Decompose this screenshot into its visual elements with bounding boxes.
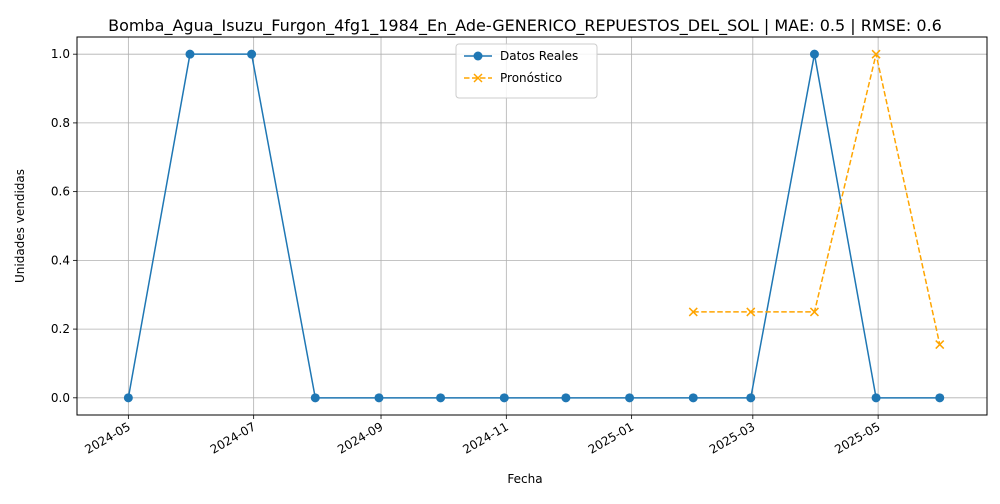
y-tick-label: 0.2 — [51, 322, 70, 336]
x-tick-label: 2024-05 — [82, 419, 132, 456]
plot-lines — [123, 49, 945, 403]
data-point — [871, 49, 881, 59]
x-axis-label: Fecha — [507, 472, 542, 486]
data-point — [374, 393, 384, 403]
data-point — [561, 393, 571, 403]
x-tick-label: 2024-07 — [208, 419, 258, 456]
data-point — [809, 307, 819, 317]
x-tick-label: 2025-05 — [832, 419, 882, 456]
x-tick-label: 2025-01 — [586, 419, 636, 456]
data-point — [935, 393, 945, 403]
legend-label: Pronóstico — [500, 71, 562, 85]
x-marker-stroke — [809, 307, 819, 317]
data-point — [688, 307, 698, 317]
x-marker-stroke — [473, 73, 483, 83]
y-tick-label: 0.8 — [51, 116, 70, 130]
data-point — [809, 49, 819, 59]
data-point — [935, 340, 945, 350]
x-marker-stroke — [746, 307, 756, 317]
data-point — [746, 307, 756, 317]
series-line — [693, 53, 941, 345]
data-point — [499, 393, 509, 403]
data-point — [436, 393, 446, 403]
data-point — [625, 393, 635, 403]
x-marker-stroke — [935, 340, 945, 350]
series-line — [127, 53, 940, 399]
plot-frame — [76, 36, 988, 416]
data-point — [247, 49, 257, 59]
data-point — [473, 73, 483, 83]
x-marker-stroke — [871, 49, 881, 59]
data-point — [310, 393, 320, 403]
chart-title: Bomba_Agua_Isuzu_Furgon_4fg1_1984_En_Ade… — [108, 16, 942, 36]
data-point — [871, 393, 881, 403]
data-point — [688, 393, 698, 403]
data-point — [123, 393, 133, 403]
data-point — [746, 393, 756, 403]
y-tick-label: 1.0 — [51, 47, 70, 61]
x-marker-stroke — [688, 307, 698, 317]
y-tick-label: 0.0 — [51, 391, 70, 405]
x-tick-label: 2025-03 — [707, 419, 757, 456]
legend-box — [455, 43, 598, 99]
y-tick-label: 0.6 — [51, 185, 70, 199]
y-axis-label: Unidades vendidas — [13, 169, 27, 283]
legend: Datos Reales Pronóstico — [455, 43, 598, 99]
legend-label: Datos Reales — [500, 49, 578, 63]
x-tick-label: 2024-09 — [335, 419, 385, 456]
x-tick-label: 2024-11 — [460, 419, 510, 456]
axes: 0.0 0.2 0.4 0.6 0.8 1.0 2024-05 2024-07 2024-09 2… — [51, 47, 883, 456]
data-point — [185, 49, 195, 59]
data-point — [473, 51, 483, 61]
y-tick-label: 0.4 — [51, 253, 70, 267]
